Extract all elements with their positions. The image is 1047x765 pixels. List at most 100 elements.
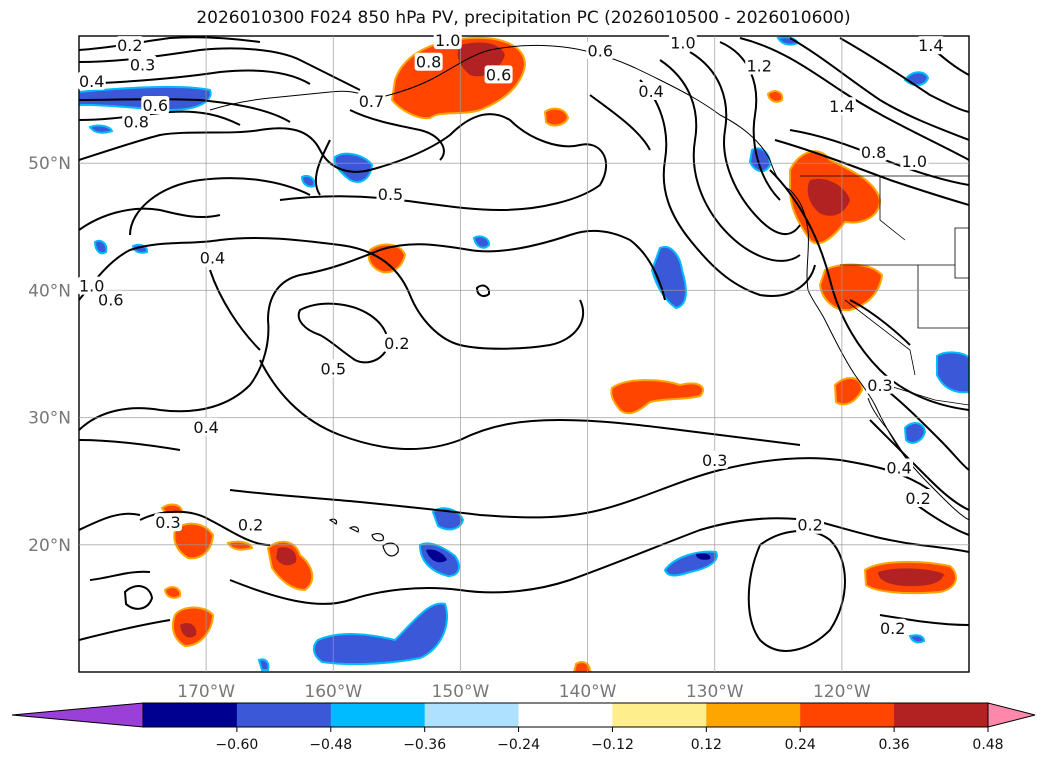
pv-contour bbox=[297, 302, 389, 364]
contour-label: 1.4 bbox=[829, 97, 854, 116]
latitude-tick-labels: 50°N 40°N 30°N 20°N bbox=[28, 154, 71, 556]
precip-positive-blob bbox=[818, 263, 884, 312]
pv-contour bbox=[789, 37, 969, 141]
contour-label: 1.0 bbox=[902, 152, 927, 171]
precip-negative-blob bbox=[93, 239, 108, 255]
contour-label: 1.2 bbox=[746, 57, 771, 76]
contour-label: 0.2 bbox=[880, 619, 905, 638]
latitude-tick-label: 30°N bbox=[28, 409, 71, 429]
contour-label-background bbox=[319, 359, 348, 378]
precip-negative-blob bbox=[300, 175, 316, 188]
precip-strong-negative-blob bbox=[696, 553, 711, 560]
colorbar-tick-label: −0.24 bbox=[497, 737, 540, 753]
contour-label: 0.8 bbox=[416, 53, 441, 72]
pv-contour bbox=[123, 585, 154, 610]
state-border bbox=[954, 227, 969, 279]
precip-negative-blob bbox=[903, 422, 927, 444]
contour-label-background bbox=[859, 143, 888, 162]
colorbar-segment bbox=[612, 703, 707, 727]
pv-contour bbox=[79, 512, 141, 531]
pv-contour bbox=[129, 177, 311, 236]
pv-contour bbox=[349, 109, 445, 161]
contour-label-background bbox=[122, 112, 151, 131]
pv-contour bbox=[747, 529, 846, 652]
precip-negative-blob bbox=[312, 602, 448, 666]
contour-label-background bbox=[637, 81, 666, 100]
contour-label: 0.5 bbox=[321, 359, 346, 378]
contour-label: 0.7 bbox=[359, 92, 384, 111]
contour-label: 0.3 bbox=[867, 376, 892, 395]
precip-positive-blob bbox=[610, 379, 705, 415]
colorbar-segment bbox=[800, 703, 895, 727]
precip-positive-blob bbox=[833, 377, 864, 406]
longitude-tick-labels: 170°W 160°W 150°W 140°W 130°W 120°W bbox=[177, 682, 871, 702]
precip-strong-blob bbox=[878, 568, 944, 587]
pv-contour bbox=[719, 41, 781, 201]
precip-negative-blob bbox=[936, 351, 969, 394]
pv-contour bbox=[475, 284, 491, 297]
pv-contour bbox=[229, 457, 931, 519]
colorbar: −0.60 −0.48 −0.36 −0.24 −0.12 0.12 0.24 0.36 0.4… bbox=[11, 702, 1036, 753]
pv-contour bbox=[774, 139, 969, 206]
pv-contour bbox=[869, 419, 969, 511]
pv-contour bbox=[89, 570, 151, 581]
contour-label-background bbox=[900, 151, 929, 170]
precip-strong-negative-blob bbox=[426, 549, 447, 563]
pv-contour bbox=[79, 236, 585, 350]
colorbar-segment bbox=[143, 703, 238, 727]
contour-label-background bbox=[878, 618, 907, 637]
colorbar-tick-label: −0.12 bbox=[591, 737, 634, 753]
latitude-tick-label: 40°N bbox=[28, 281, 71, 301]
contour-label-background bbox=[382, 333, 411, 352]
colorbar-segment bbox=[518, 703, 613, 727]
pv-contour bbox=[259, 359, 801, 451]
contour-label-background bbox=[141, 95, 170, 114]
colorbar-tick-label: 0.36 bbox=[879, 737, 910, 753]
contour-label: 0.4 bbox=[193, 418, 218, 437]
contour-label: 1.4 bbox=[918, 36, 943, 55]
pv-contour bbox=[739, 37, 969, 161]
contour-label: 0.6 bbox=[486, 65, 511, 84]
longitude-tick-label: 150°W bbox=[432, 682, 490, 702]
colorbar-tick-label: 0.24 bbox=[785, 737, 816, 753]
contour-label-background bbox=[745, 56, 774, 75]
colorbar-tick-label: −0.48 bbox=[309, 737, 352, 753]
precip-negative-blob bbox=[333, 152, 374, 183]
contour-label-background bbox=[357, 92, 386, 111]
contour-label-background bbox=[904, 489, 933, 508]
contour-label-background bbox=[414, 52, 443, 71]
pv-contour bbox=[849, 299, 911, 346]
precip-positive-blob bbox=[163, 586, 182, 599]
pv-contour bbox=[79, 619, 171, 641]
contour-label-background bbox=[236, 515, 265, 534]
precip-positive-blob bbox=[543, 107, 570, 127]
contour-label-background bbox=[192, 417, 221, 436]
contour-label: 0.3 bbox=[130, 55, 155, 74]
contour-label: 0.8 bbox=[123, 112, 148, 131]
contour-label-background bbox=[77, 276, 106, 295]
colorbar-extend-max bbox=[987, 702, 1036, 728]
colorbar-tick-label: −0.36 bbox=[403, 737, 446, 753]
contour-label: 0.6 bbox=[98, 291, 123, 310]
contour-label: 0.4 bbox=[638, 82, 663, 101]
pv-contour bbox=[79, 110, 241, 126]
longitude-tick-label: 130°W bbox=[686, 682, 744, 702]
contour-label-background bbox=[376, 185, 405, 203]
island bbox=[348, 526, 360, 533]
map-frame bbox=[78, 35, 970, 673]
pv-contour bbox=[79, 207, 221, 231]
pv-contour bbox=[879, 384, 969, 471]
precip-positive-blob bbox=[226, 540, 254, 551]
contour-label-background bbox=[827, 97, 856, 116]
precip-negative-blob bbox=[748, 147, 772, 173]
contour-label-background bbox=[700, 450, 729, 469]
colorbar-tick-label: 0.48 bbox=[972, 737, 1003, 753]
contour-label: 1.0 bbox=[435, 31, 460, 50]
colorbar-segment bbox=[330, 703, 426, 727]
precip-negative-blob bbox=[257, 658, 270, 671]
precip-negative-blob bbox=[88, 124, 114, 134]
longitude-tick-label: 170°W bbox=[177, 682, 235, 702]
longitude-tick-label: 160°W bbox=[304, 682, 362, 702]
contour-label-background bbox=[916, 36, 945, 55]
pv-contour bbox=[79, 113, 607, 212]
